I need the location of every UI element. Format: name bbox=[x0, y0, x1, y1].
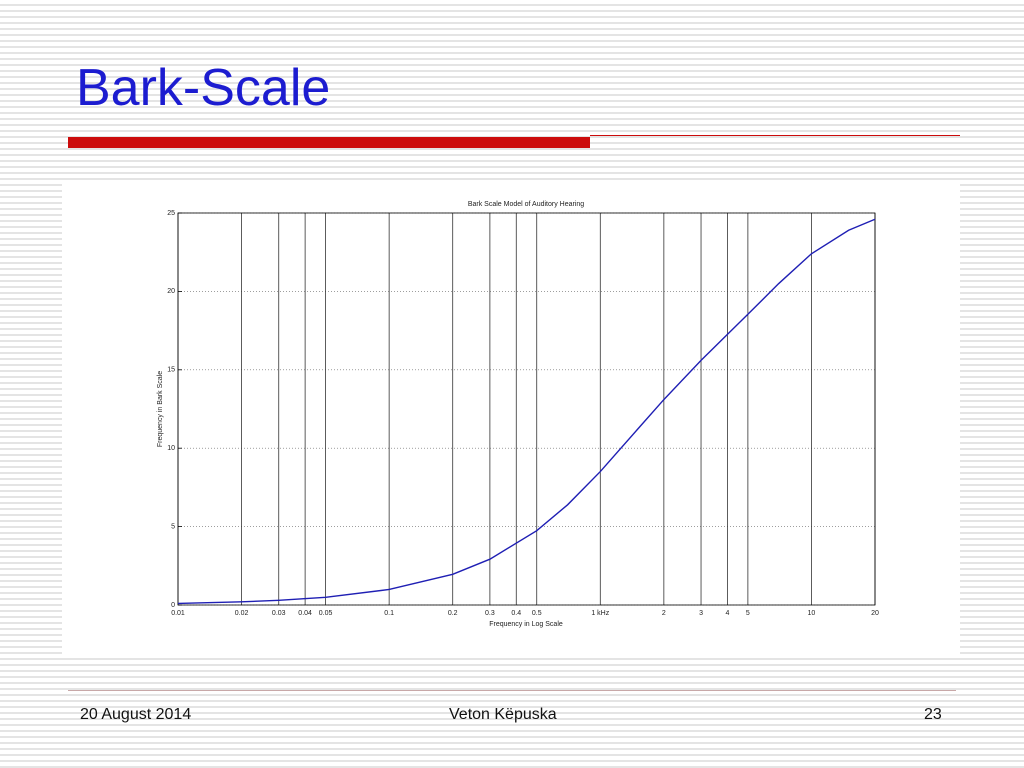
x-tick-label: 0.4 bbox=[511, 610, 521, 617]
y-tick-label: 20 bbox=[167, 288, 175, 295]
title-rule bbox=[590, 135, 960, 136]
x-tick-label: 0.3 bbox=[485, 610, 495, 617]
y-tick-label: 0 bbox=[171, 602, 175, 609]
x-tick-label: 0.1 bbox=[384, 610, 394, 617]
x-tick-label: 4 bbox=[725, 610, 729, 617]
x-tick-label: 3 bbox=[699, 610, 703, 617]
x-tick-label: 10 bbox=[808, 610, 816, 617]
footer-date: 20 August 2014 bbox=[80, 706, 192, 723]
slide-title: Bark-Scale bbox=[76, 59, 331, 117]
x-tick-label: 0.03 bbox=[272, 610, 286, 617]
y-tick-label: 15 bbox=[167, 367, 175, 374]
x-tick-label: 0.01 bbox=[171, 610, 185, 617]
footer-page: 23 bbox=[924, 706, 942, 723]
x-tick-label: 0.2 bbox=[448, 610, 458, 617]
x-tick-label: 0.02 bbox=[235, 610, 249, 617]
data-line bbox=[177, 218, 876, 605]
footer-author: Veton Këpuska bbox=[449, 706, 557, 723]
x-axis-label: Frequency in Log Scale bbox=[489, 621, 563, 628]
y-axis-label: Frequency in Bark Scale bbox=[157, 371, 164, 447]
footer-rule bbox=[68, 690, 956, 691]
x-tick-label: 0.04 bbox=[298, 610, 312, 617]
chart: Bark Scale Model of Auditory Hearing Fre… bbox=[62, 180, 960, 656]
plot-frame bbox=[177, 212, 876, 606]
y-tick-label: 5 bbox=[171, 523, 175, 530]
x-tick-label: 0.5 bbox=[532, 610, 542, 617]
x-tick-label: 2 bbox=[662, 610, 666, 617]
chart-background bbox=[62, 180, 960, 656]
chart-title: Bark Scale Model of Auditory Hearing bbox=[468, 201, 584, 208]
x-tick-label: 20 bbox=[871, 610, 879, 617]
y-tick-label: 25 bbox=[167, 210, 175, 217]
y-tick-label: 10 bbox=[167, 445, 175, 452]
title-bar bbox=[68, 137, 590, 148]
x-tick-label: 1 kHz bbox=[591, 610, 609, 617]
x-tick-label: 0.05 bbox=[319, 610, 333, 617]
x-tick-label: 5 bbox=[746, 610, 750, 617]
